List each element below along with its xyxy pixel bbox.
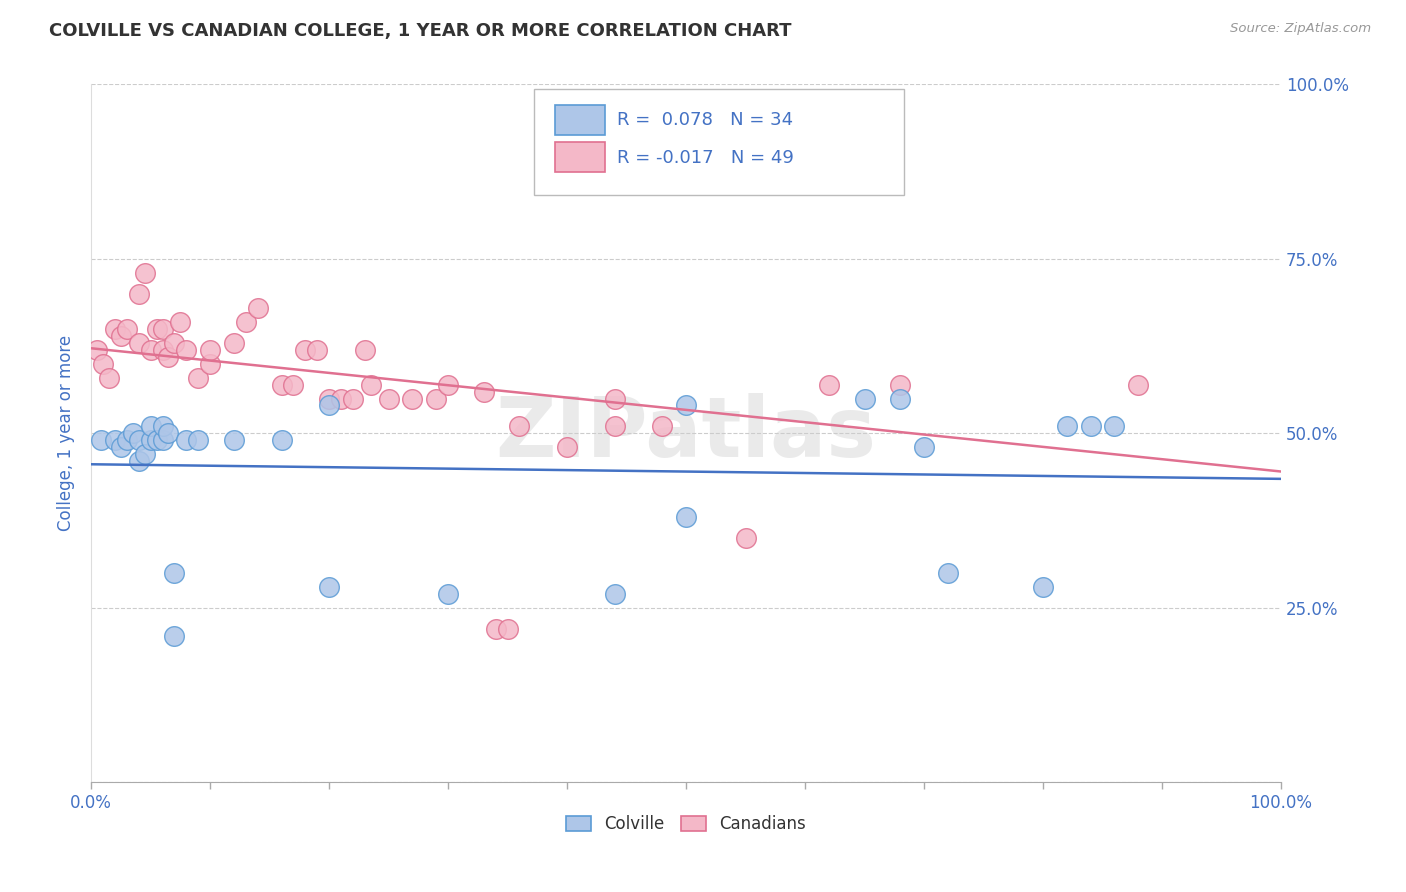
Point: [318, 580, 340, 594]
Point: [889, 377, 911, 392]
Point: [152, 434, 174, 448]
Point: [603, 419, 626, 434]
Text: Source: ZipAtlas.com: Source: ZipAtlas.com: [1230, 22, 1371, 36]
Legend: Colville, Canadians: Colville, Canadians: [565, 815, 806, 833]
Point: [1128, 377, 1150, 392]
Point: [283, 377, 305, 392]
Point: [198, 357, 221, 371]
Point: [603, 392, 626, 406]
Point: [294, 343, 316, 357]
Point: [353, 343, 375, 357]
Text: R = -0.017   N = 49: R = -0.017 N = 49: [617, 149, 794, 167]
Point: [121, 426, 143, 441]
Point: [270, 377, 292, 392]
Point: [86, 343, 108, 357]
Point: [437, 587, 460, 601]
Point: [139, 419, 162, 434]
Point: [1104, 419, 1126, 434]
Point: [235, 315, 257, 329]
Point: [198, 343, 221, 357]
Point: [163, 566, 186, 580]
Point: [485, 622, 508, 636]
Point: [472, 384, 495, 399]
Point: [401, 392, 423, 406]
Point: [496, 622, 519, 636]
FancyBboxPatch shape: [555, 105, 605, 135]
Point: [853, 392, 876, 406]
Point: [145, 322, 167, 336]
Point: [139, 434, 162, 448]
Point: [342, 392, 364, 406]
Point: [222, 335, 245, 350]
Point: [675, 510, 697, 524]
Point: [1080, 419, 1102, 434]
Point: [794, 161, 817, 176]
Text: R =  0.078   N = 34: R = 0.078 N = 34: [617, 111, 793, 129]
Point: [1032, 580, 1054, 594]
FancyBboxPatch shape: [555, 143, 605, 171]
Point: [163, 629, 186, 643]
Point: [104, 322, 127, 336]
Point: [91, 357, 114, 371]
Point: [377, 392, 399, 406]
Point: [425, 392, 447, 406]
Point: [90, 434, 112, 448]
Point: [145, 434, 167, 448]
Text: COLVILLE VS CANADIAN COLLEGE, 1 YEAR OR MORE CORRELATION CHART: COLVILLE VS CANADIAN COLLEGE, 1 YEAR OR …: [49, 22, 792, 40]
Point: [176, 343, 198, 357]
Point: [936, 566, 959, 580]
Point: [134, 266, 156, 280]
Point: [115, 434, 138, 448]
Point: [817, 377, 839, 392]
Point: [318, 392, 340, 406]
Point: [330, 392, 353, 406]
Point: [152, 322, 174, 336]
Point: [734, 531, 756, 545]
Text: ZIPatlas: ZIPatlas: [495, 392, 876, 474]
Point: [176, 434, 198, 448]
Point: [152, 419, 174, 434]
Point: [246, 301, 269, 315]
FancyBboxPatch shape: [534, 89, 904, 194]
Point: [889, 392, 911, 406]
Point: [318, 399, 340, 413]
Point: [651, 419, 673, 434]
Point: [169, 315, 191, 329]
Point: [437, 377, 460, 392]
Point: [110, 328, 132, 343]
Point: [1056, 419, 1078, 434]
Point: [508, 419, 530, 434]
Point: [187, 370, 209, 384]
Y-axis label: College, 1 year or more: College, 1 year or more: [58, 335, 75, 532]
Point: [163, 335, 186, 350]
Point: [104, 434, 127, 448]
Point: [128, 286, 150, 301]
Point: [603, 587, 626, 601]
Point: [152, 343, 174, 357]
Point: [128, 335, 150, 350]
Point: [134, 447, 156, 461]
Point: [157, 350, 180, 364]
Point: [115, 322, 138, 336]
Point: [555, 441, 578, 455]
Point: [98, 370, 121, 384]
Point: [307, 343, 329, 357]
Point: [139, 343, 162, 357]
Point: [128, 454, 150, 468]
Point: [912, 441, 935, 455]
Point: [360, 377, 382, 392]
Point: [675, 399, 697, 413]
Point: [157, 426, 180, 441]
Point: [128, 434, 150, 448]
Point: [187, 434, 209, 448]
Point: [270, 434, 292, 448]
Point: [110, 441, 132, 455]
Point: [222, 434, 245, 448]
